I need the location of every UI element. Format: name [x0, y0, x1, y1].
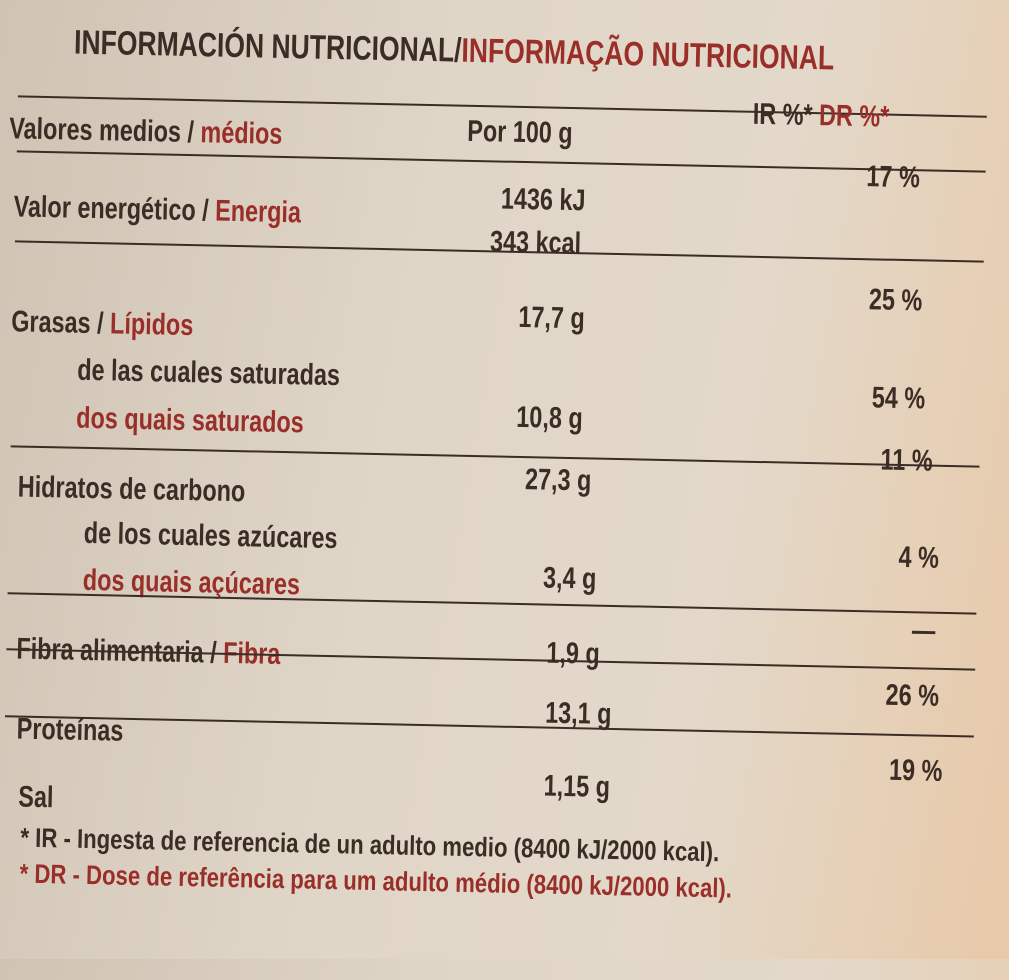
row-saturated-value: 10,8 g — [516, 400, 584, 436]
divider — [7, 592, 977, 615]
row-energy-label: Valor energético / Energia — [13, 190, 301, 230]
header-pct: IR %* DR %* — [752, 98, 889, 135]
row-energy-value2: 343 kcal — [489, 225, 582, 261]
row-salt-label: Sal — [17, 780, 54, 815]
header-dr: DR %* — [818, 99, 890, 134]
header-label: Valores medios / médios — [9, 112, 283, 152]
header-per: Por 100 g — [467, 114, 574, 151]
divider — [4, 715, 974, 738]
row-fibre-pct: — — [911, 614, 936, 648]
divider — [10, 445, 980, 468]
label-es: Grasas / — [10, 305, 104, 341]
title: INFORMACIÓN NUTRICIONAL/INFORMAÇÃO NUTRI… — [74, 24, 835, 79]
row-carbs-value: 27,3 g — [524, 463, 592, 498]
header-ir: IR %* — [752, 97, 813, 133]
row-carbs-pct: 11 % — [880, 443, 933, 478]
row-fat-value: 17,7 g — [518, 300, 586, 336]
row-salt-pct: 19 % — [888, 753, 943, 788]
row-sugars-pct: 4 % — [898, 540, 940, 575]
row-saturated-label-pt: dos quais saturados — [75, 401, 305, 440]
label-pt: Lípidos — [109, 307, 194, 343]
divider — [16, 150, 986, 173]
label-es: Valor energético / — [13, 190, 210, 228]
row-fat-label: Grasas / Lípidos — [11, 305, 194, 343]
title-pt: INFORMAÇÃO NUTRICIONAL — [461, 31, 835, 78]
row-fibre-value: 1,9 g — [546, 636, 601, 671]
label-pt: Energia — [214, 194, 302, 230]
row-energy-pct: 17 % — [866, 160, 921, 195]
row-sugars-value: 3,4 g — [542, 561, 597, 596]
row-salt-value: 1,15 g — [543, 769, 611, 804]
row-fat-pct: 25 % — [868, 283, 923, 318]
row-carbs-label: Hidratos de carbono — [17, 470, 246, 509]
row-sugars-label-es: de los cuales azúcares — [83, 516, 338, 556]
title-es: INFORMACIÓN NUTRICIONAL — [73, 23, 455, 70]
row-saturated-pct: 54 % — [871, 381, 926, 416]
row-energy-value: 1436 kJ — [500, 182, 586, 218]
row-protein-pct: 26 % — [885, 678, 940, 713]
row-saturated-label-es: de las cuales saturadas — [76, 353, 341, 393]
header-label-es: Valores medios / — [8, 112, 195, 150]
header-label-pt: médios — [200, 116, 283, 151]
